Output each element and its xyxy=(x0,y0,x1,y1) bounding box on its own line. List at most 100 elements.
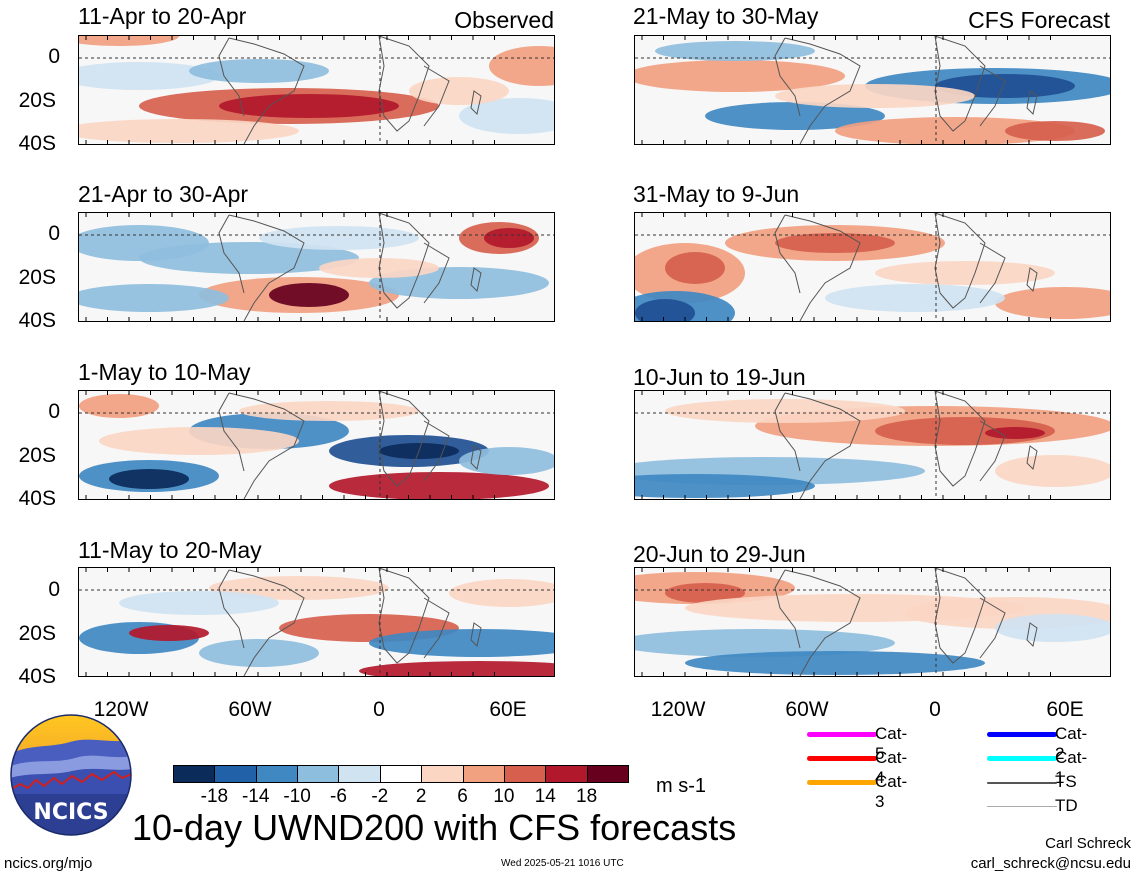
panel-title-right-4: 20-Jun to 29-Jun xyxy=(633,541,806,567)
y-tick: 40S xyxy=(18,487,56,510)
anomaly-contour xyxy=(219,94,399,118)
y-tick: 20S xyxy=(18,266,56,289)
main-title: 10-day UWND200 with CFS forecasts xyxy=(132,807,737,848)
anomaly-contour xyxy=(489,46,554,86)
panel-title-left-4: 11-May to 20-May xyxy=(78,537,262,563)
colorbar-label: -18 xyxy=(200,786,229,807)
panel-title-left-1: 11-Apr to 20-Apr xyxy=(78,3,247,29)
coastline-africa xyxy=(934,568,1006,664)
colorbar: -18 -14 -10 -6 -2 2 6 10 14 18 xyxy=(173,765,629,807)
coastline-south-america xyxy=(774,214,861,321)
coastline-south-america xyxy=(218,569,305,676)
y-tick: 20S xyxy=(18,622,56,645)
map-panel-left-4-field xyxy=(79,568,554,676)
panel-title-left-3: 1-May to 10-May xyxy=(78,359,251,385)
anomaly-contour xyxy=(129,625,209,641)
coastline-madagascar xyxy=(1026,445,1038,470)
legend-swatch xyxy=(807,732,877,737)
coastline-madagascar xyxy=(1026,90,1038,115)
anomaly-contour xyxy=(199,639,319,667)
x-tick: 60W xyxy=(785,698,829,721)
coastline-madagascar xyxy=(470,622,482,647)
anomaly-contour xyxy=(79,119,299,143)
footer-email: carl_schreck@ncsu.edu xyxy=(970,855,1131,872)
anomaly-contour xyxy=(985,427,1045,439)
map-panel-right-1 xyxy=(634,35,1111,145)
colorbar-label: -2 xyxy=(371,786,389,807)
anomaly-contour xyxy=(239,401,419,421)
anomaly-contour xyxy=(109,469,189,489)
colorbar-swatch xyxy=(545,765,588,783)
legend-label: Cat-4 xyxy=(875,748,908,787)
colorbar-swatch xyxy=(462,765,505,783)
anomaly-contour xyxy=(459,447,554,475)
map-panel-left-2 xyxy=(78,212,555,322)
coastline-africa xyxy=(934,213,1006,309)
coastline-madagascar xyxy=(1026,267,1038,292)
anomaly-contour xyxy=(449,579,554,607)
legend-swatch xyxy=(987,782,1057,784)
legend-label: TD xyxy=(1055,796,1078,815)
colorbar-swatch xyxy=(586,765,629,783)
x-tick: 60E xyxy=(489,698,527,721)
map-panel-left-3 xyxy=(78,390,555,500)
anomaly-contour xyxy=(409,77,509,105)
colorbar-label: 2 xyxy=(415,786,427,807)
anomaly-contour xyxy=(775,233,895,253)
anomaly-contour xyxy=(79,284,229,312)
coastline-africa xyxy=(378,36,450,132)
legend-label: Cat-3 xyxy=(875,772,908,811)
footer-timestamp: Wed 2025-05-21 1016 UTC xyxy=(501,858,624,869)
coastline-africa xyxy=(378,568,450,664)
colorbar-swatch xyxy=(503,765,547,783)
colorbar-label: -6 xyxy=(330,786,347,807)
anomaly-contour xyxy=(484,228,534,248)
anomaly-contour xyxy=(775,84,975,108)
legend-label: TS xyxy=(1055,772,1077,791)
anomaly-contour xyxy=(935,74,1075,98)
anomaly-contour xyxy=(665,252,725,284)
anomaly-contour xyxy=(139,242,359,274)
coastline-africa xyxy=(378,391,450,487)
colorbar-label: 18 xyxy=(576,786,598,807)
panel-title-left-2: 21-Apr to 30-Apr xyxy=(78,181,249,207)
legend-label: Cat-5 xyxy=(875,724,908,763)
anomaly-contour xyxy=(79,36,179,46)
panel-title-right-1: 21-May to 30-May xyxy=(633,3,819,29)
y-tick: 20S xyxy=(18,444,56,467)
colorbar-swatch xyxy=(214,765,257,783)
colorbar-swatch xyxy=(297,765,340,783)
map-panel-left-1 xyxy=(78,35,555,145)
anomaly-contour xyxy=(635,60,845,92)
colorbar-swatch xyxy=(338,765,381,783)
coastline-madagascar xyxy=(1026,622,1038,647)
anomaly-contour xyxy=(685,651,985,675)
y-tick: 0 xyxy=(48,400,60,423)
map-panel-right-2 xyxy=(634,212,1111,322)
y-tick: 40S xyxy=(18,309,56,332)
anomaly-contour xyxy=(665,583,745,603)
x-tick: 120W xyxy=(93,698,149,721)
map-panel-right-3 xyxy=(634,390,1111,500)
coastline-madagascar xyxy=(470,90,482,115)
ncics-logo: NCICS xyxy=(10,714,132,836)
colorbar-label: 6 xyxy=(457,786,468,807)
coastline-south-america xyxy=(774,392,861,499)
legend-label: Cat-1 xyxy=(1055,748,1088,787)
coastline-south-america xyxy=(218,392,305,499)
anomaly-contour xyxy=(99,427,299,455)
coastline-madagascar xyxy=(470,445,482,470)
colorbar-label: 10 xyxy=(493,786,515,807)
anomaly-contour xyxy=(635,629,895,657)
coastline-africa xyxy=(934,36,1006,132)
anomaly-contour xyxy=(635,299,695,321)
x-tick: 0 xyxy=(373,698,385,721)
panel-title-right-2: 31-May to 9-Jun xyxy=(633,181,800,207)
colorbar-swatch xyxy=(379,765,423,783)
map-panel-right-4 xyxy=(634,567,1111,677)
map-panel-right-1-field xyxy=(635,36,1110,144)
coastline-south-america xyxy=(218,214,305,321)
map-panel-right-4-field xyxy=(635,568,1110,676)
x-tick: 60W xyxy=(228,698,272,721)
cfs-forecast-label: CFS Forecast xyxy=(968,7,1110,33)
